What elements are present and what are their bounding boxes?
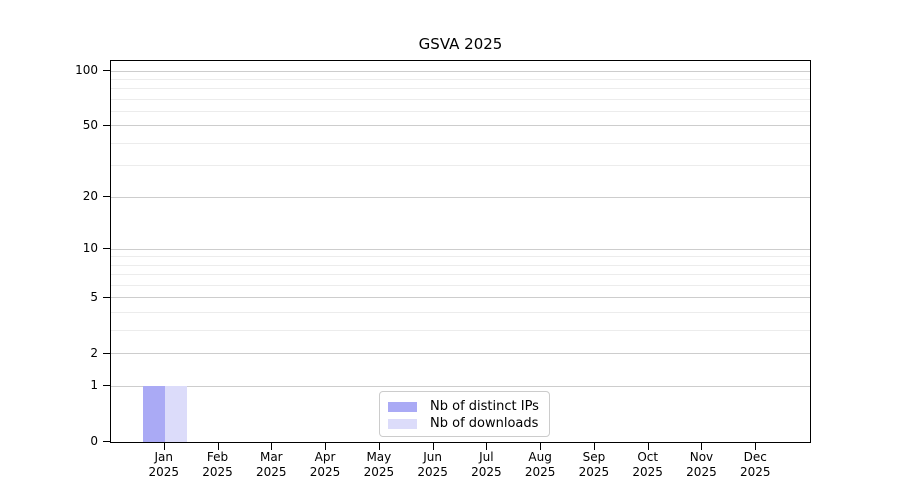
gridline-major <box>111 125 810 127</box>
gridline-major <box>111 196 810 198</box>
x-tick <box>432 443 434 450</box>
x-tick-month: Oct <box>637 450 659 464</box>
x-tick-month: Jun <box>423 450 442 464</box>
x-tick-label: Dec 2025 <box>724 450 786 480</box>
x-tick <box>701 443 703 450</box>
gridline-minor <box>111 165 810 167</box>
y-tick <box>103 70 110 71</box>
x-tick <box>217 443 219 450</box>
gridline-minor <box>111 285 810 287</box>
y-tick <box>103 296 110 298</box>
x-tick-month: Dec <box>743 450 767 464</box>
x-tick-year: 2025 <box>578 465 610 479</box>
x-tick-label: Sep 2025 <box>563 450 625 480</box>
x-tick <box>755 443 757 450</box>
gridline-major <box>111 248 810 250</box>
y-tick <box>103 248 110 250</box>
gridline-minor <box>111 256 810 258</box>
gridline-major <box>111 353 810 355</box>
x-tick-year: 2025 <box>363 465 395 479</box>
x-tick-label: Nov 2025 <box>670 450 732 480</box>
bar-distinct-ips <box>142 386 165 442</box>
x-tick-label: Jun 2025 <box>402 450 464 480</box>
y-tick <box>103 196 110 198</box>
legend-swatch-distinct-ips <box>388 401 417 412</box>
gridline-minor <box>111 111 810 113</box>
x-tick-month: Jan <box>154 450 174 464</box>
gridline-major <box>111 70 810 72</box>
x-tick-month: May <box>366 450 392 464</box>
y-tick <box>103 352 110 354</box>
gridline-major <box>111 385 810 387</box>
y-tick-label: 50 <box>82 117 98 132</box>
legend-entry: Nb of distinct IPs <box>388 398 541 415</box>
x-tick <box>486 443 488 450</box>
y-tick <box>103 124 110 126</box>
plot-area: Nb of distinct IPs Nb of downloads <box>110 60 811 443</box>
gridline-major <box>111 297 810 299</box>
x-tick-label: Oct 2025 <box>617 450 679 480</box>
x-tick-year: 2025 <box>471 465 502 479</box>
x-tick-year: 2025 <box>739 465 771 479</box>
x-tick-year: 2025 <box>686 465 717 479</box>
x-tick <box>593 443 595 450</box>
x-tick-year: 2025 <box>417 465 448 479</box>
gridline-minor <box>111 312 810 314</box>
x-tick-month: Sep <box>582 450 606 464</box>
x-tick <box>378 443 380 450</box>
x-tick-year: 2025 <box>148 465 180 479</box>
y-tick-label: 10 <box>82 241 98 256</box>
x-tick-label: Aug 2025 <box>509 450 571 480</box>
x-tick-month: Nov <box>689 450 714 464</box>
gridline-minor <box>111 98 810 100</box>
legend-label: Nb of downloads <box>430 416 539 431</box>
gridline-minor <box>111 88 810 90</box>
x-tick-label: Jan 2025 <box>133 450 195 480</box>
x-tick-year: 2025 <box>202 465 233 479</box>
y-tick-label: 2 <box>90 345 98 360</box>
y-tick-label: 5 <box>90 289 98 304</box>
chart-title: GSVA 2025 <box>418 35 503 53</box>
x-tick <box>325 443 327 450</box>
gridline-minor <box>111 142 810 144</box>
legend-entry: Nb of downloads <box>388 415 541 432</box>
x-tick-label: Apr 2025 <box>294 450 356 480</box>
x-tick-month: Mar <box>259 450 283 464</box>
legend: Nb of distinct IPs Nb of downloads <box>379 391 550 437</box>
y-tick <box>103 441 110 442</box>
x-tick-year: 2025 <box>524 465 556 479</box>
x-tick-month: Jul <box>479 450 494 464</box>
gridline-minor <box>111 78 810 80</box>
x-tick-label: May 2025 <box>348 450 410 480</box>
x-tick-label: Jul 2025 <box>455 450 517 480</box>
y-tick <box>103 385 110 387</box>
x-tick <box>163 443 165 450</box>
gridline-minor <box>111 274 810 276</box>
gridline-minor <box>111 264 810 266</box>
plot-inner <box>111 61 810 442</box>
x-tick-year: 2025 <box>256 465 287 479</box>
legend-swatch-downloads <box>388 418 417 429</box>
x-tick-label: Feb 2025 <box>187 450 249 480</box>
x-tick-month: Apr <box>314 450 336 464</box>
x-tick <box>271 443 273 450</box>
x-tick <box>540 443 542 450</box>
x-tick-label: Mar 2025 <box>240 450 302 480</box>
legend-label: Nb of distinct IPs <box>430 399 539 414</box>
y-tick-label: 100 <box>75 63 98 77</box>
y-tick-label: 1 <box>90 378 98 393</box>
y-tick-label: 20 <box>82 189 98 204</box>
x-tick-month: Feb <box>206 450 229 464</box>
x-tick-year: 2025 <box>309 465 341 479</box>
x-tick <box>647 443 649 450</box>
gridline-minor <box>111 330 810 332</box>
x-tick-month: Aug <box>528 450 552 464</box>
bar-downloads <box>164 386 187 442</box>
x-tick-year: 2025 <box>632 465 663 479</box>
y-tick-label: 0 <box>90 434 98 448</box>
